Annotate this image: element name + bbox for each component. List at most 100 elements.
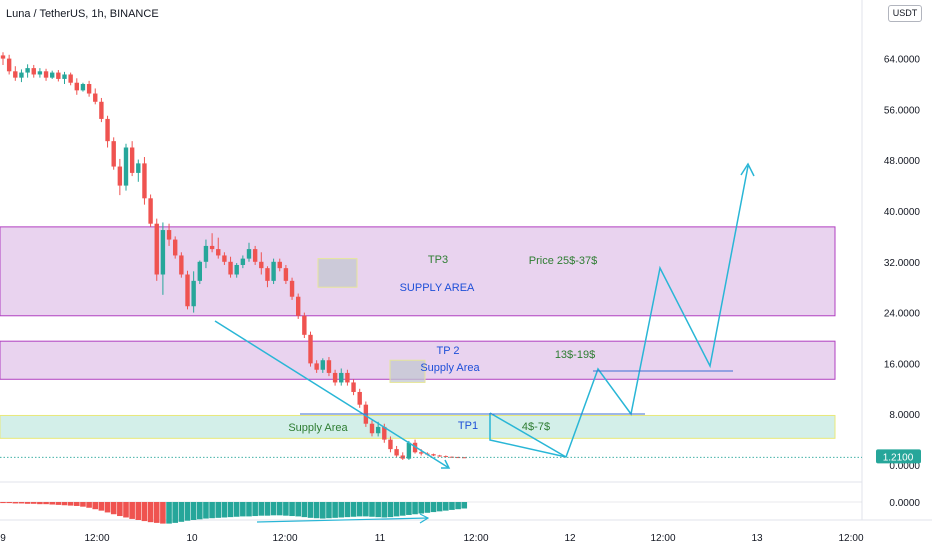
candle[interactable] (129, 141, 135, 177)
candle[interactable] (93, 88, 98, 105)
candle[interactable] (369, 420, 375, 437)
candle[interactable] (160, 222, 166, 295)
candle[interactable] (265, 266, 270, 288)
oscillator-bar (184, 502, 191, 521)
candle[interactable] (228, 256, 233, 278)
oscillator-bar (289, 502, 295, 517)
candle[interactable] (277, 258, 282, 272)
candle-body (43, 71, 49, 78)
oscillator-bar (178, 502, 185, 522)
oscillator-bar (264, 502, 271, 516)
candle[interactable] (80, 82, 86, 92)
candle-body (326, 360, 332, 373)
candle[interactable] (406, 440, 412, 460)
candle[interactable] (31, 64, 36, 78)
candle[interactable] (443, 455, 448, 458)
candle[interactable] (283, 264, 289, 285)
oscillator-bar (424, 502, 431, 513)
candle[interactable] (259, 252, 264, 275)
candle[interactable] (111, 137, 116, 170)
oscillator-bar (399, 502, 406, 516)
candle[interactable] (296, 293, 301, 319)
candles[interactable] (0, 52, 467, 460)
oscillator-bar (307, 502, 314, 518)
candle[interactable] (216, 237, 221, 259)
candle[interactable] (56, 70, 61, 82)
candle[interactable] (6, 54, 12, 75)
candle[interactable] (203, 239, 209, 269)
candle[interactable] (431, 453, 436, 457)
candle[interactable] (13, 66, 18, 81)
oscillator-bar (449, 502, 455, 510)
candle[interactable] (351, 379, 356, 396)
time-tick-label: 9 (0, 533, 6, 544)
candle[interactable] (166, 223, 172, 246)
oscillator-bar (67, 502, 74, 506)
candle[interactable] (314, 360, 319, 373)
oscillator-bar (12, 502, 19, 504)
candle[interactable] (222, 252, 227, 265)
candle[interactable] (142, 157, 147, 205)
candle[interactable] (234, 263, 239, 278)
oscillator-bar (215, 502, 222, 518)
oscillator-bar (18, 502, 25, 504)
time-tick-label: 11 (375, 533, 386, 544)
candle[interactable] (191, 271, 196, 313)
candle[interactable] (99, 97, 104, 123)
candle[interactable] (455, 456, 461, 459)
candle[interactable] (148, 194, 153, 227)
candle[interactable] (154, 218, 159, 281)
candle[interactable] (37, 68, 43, 78)
candle[interactable] (86, 80, 92, 97)
candle[interactable] (105, 115, 110, 148)
candle[interactable] (357, 388, 362, 408)
candle[interactable] (240, 255, 246, 269)
candle[interactable] (252, 245, 258, 265)
candle[interactable] (68, 72, 73, 86)
candle[interactable] (43, 68, 49, 81)
projection-path (489, 165, 749, 458)
oscillator-bar (252, 502, 258, 517)
oscillator-bar (443, 502, 449, 511)
candle[interactable] (62, 71, 67, 84)
candle[interactable] (345, 369, 350, 386)
candle[interactable] (462, 457, 467, 459)
candle[interactable] (302, 312, 307, 338)
candle[interactable] (388, 436, 393, 453)
candle[interactable] (0, 52, 6, 65)
oscillator-bar (344, 502, 351, 518)
candle[interactable] (308, 331, 313, 367)
oscillator-bar (320, 502, 326, 519)
candle[interactable] (394, 445, 399, 458)
candle[interactable] (437, 454, 442, 457)
candle[interactable] (339, 368, 344, 386)
candle[interactable] (179, 252, 184, 278)
candle[interactable] (117, 158, 123, 196)
currency-button[interactable]: USDT (888, 5, 922, 22)
candle[interactable] (197, 260, 202, 285)
oscillator-bar (276, 502, 283, 516)
candle[interactable] (271, 258, 276, 285)
price-tick-label: 64.0000 (884, 55, 921, 66)
candle[interactable] (326, 357, 332, 377)
candle[interactable] (74, 78, 79, 95)
candle[interactable] (136, 159, 141, 182)
candle-body (419, 452, 424, 454)
oscillator-bar (233, 502, 240, 517)
candle[interactable] (185, 270, 190, 310)
candle[interactable] (50, 70, 55, 79)
candle[interactable] (320, 358, 325, 373)
candle-body (179, 255, 184, 275)
candle-body (382, 426, 387, 440)
candle[interactable] (289, 277, 295, 300)
candle[interactable] (246, 242, 252, 262)
candle[interactable] (123, 143, 129, 191)
candle[interactable] (209, 233, 215, 253)
candle[interactable] (19, 69, 24, 83)
candle[interactable] (173, 236, 178, 259)
oscillator-bar (147, 502, 154, 523)
candle[interactable] (25, 64, 30, 78)
candle[interactable] (332, 369, 338, 386)
candle[interactable] (400, 452, 405, 460)
